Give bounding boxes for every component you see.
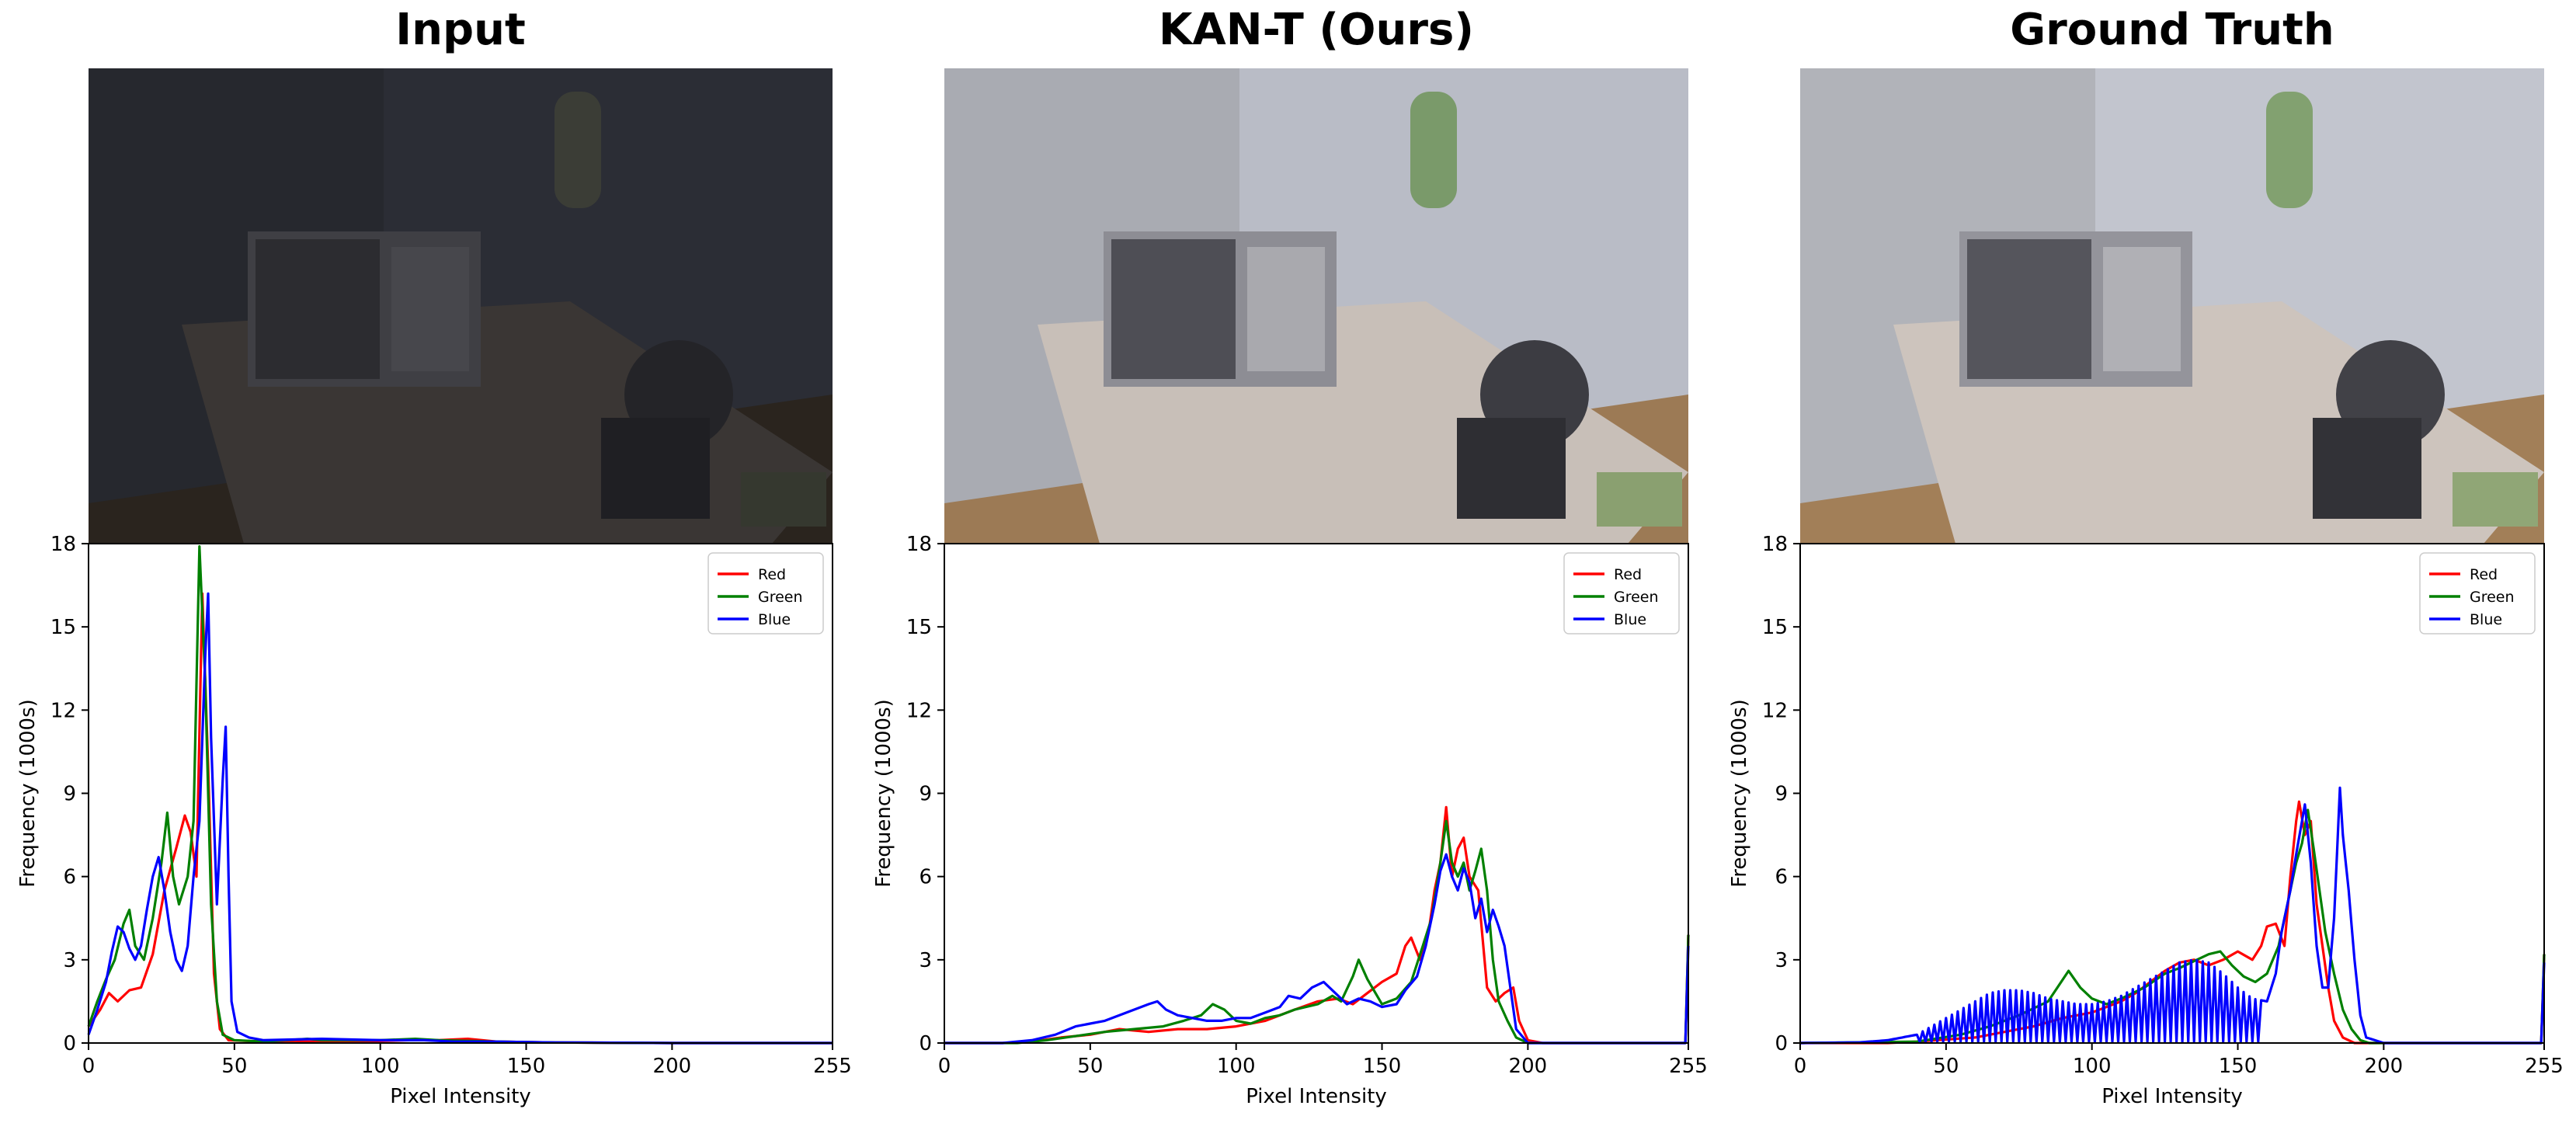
input-y-tick-label: 3: [63, 949, 76, 972]
ground-truth-x-tick-label: 100: [2073, 1055, 2112, 1078]
kan-t-series-red: [944, 805, 1690, 1045]
ground-truth-x-axis-label: Pixel Intensity: [2101, 1085, 2243, 1108]
ground-truth-y-axis-label: Frequency (1000s): [1728, 699, 1751, 888]
input-series-green: [87, 545, 833, 1045]
input-y-tick-label: 18: [50, 533, 76, 556]
input-x-tick-label: 100: [361, 1055, 400, 1078]
kan-t-x-tick-label: 50: [1077, 1055, 1103, 1078]
ground-truth-histogram: 0 50 100 150 200 255 0 3 6 9 12 15 18 Pixel Intensity…: [1728, 533, 2564, 1108]
kan-t-x-tick-label: 200: [1509, 1055, 1548, 1078]
input-x-tick-label: 255: [813, 1055, 852, 1078]
input-legend-label-red: Red: [758, 566, 786, 583]
input-y-tick-label: 15: [50, 616, 76, 639]
ground-truth-x-tick-label: 255: [2525, 1055, 2564, 1078]
kan-t-y-tick-label: 3: [919, 949, 932, 972]
ground-truth-legend-label-green: Green: [2470, 589, 2515, 606]
kan-t-x-tick-label: 100: [1217, 1055, 1256, 1078]
input-x-tick-label: 50: [221, 1055, 247, 1078]
ground-truth-y-tick-label: 15: [1762, 616, 1788, 639]
kan-t-y-tick-label: 6: [919, 866, 932, 889]
ground-truth-legend-label-blue: Blue: [2470, 611, 2502, 628]
input-y-tick-label: 12: [50, 699, 76, 722]
panel-title-kan-t: KAN-T (Ours): [1159, 5, 1474, 55]
kan-t-photo: [944, 68, 1688, 544]
kan-t-x-tick-label: 0: [938, 1055, 951, 1078]
input-y-tick-label: 9: [63, 783, 76, 806]
input-x-tick-label: 150: [507, 1055, 546, 1078]
input-legend-label-blue: Blue: [758, 611, 791, 628]
ground-truth-legend-label-red: Red: [2470, 566, 2498, 583]
panel-title-input: Input: [395, 5, 526, 55]
kan-t-y-tick-label: 15: [906, 616, 932, 639]
input-y-tick-label: 0: [63, 1032, 76, 1055]
input-histogram: 0 50 100 150 200 255 0 3 6 9 12 15 18 Pixel Intensity…: [16, 533, 852, 1108]
ground-truth-photo: [1800, 68, 2544, 544]
ground-truth-series-blue: [1800, 786, 2546, 1045]
ground-truth-series-green: [1799, 808, 2546, 1045]
kan-t-y-tick-label: 18: [906, 533, 932, 556]
ground-truth-y-tick-label: 3: [1775, 949, 1788, 972]
input-y-axis-label: Frequency (1000s): [16, 699, 40, 888]
ground-truth-y-tick-label: 12: [1762, 699, 1788, 722]
kan-t-series-green: [944, 819, 1690, 1045]
kan-t-y-tick-label: 9: [919, 783, 932, 806]
ground-truth-x-tick-label: 0: [1794, 1055, 1807, 1078]
input-series-blue: [87, 592, 833, 1045]
panel-title-ground-truth: Ground Truth: [2010, 5, 2334, 55]
input-y-tick-label: 6: [63, 866, 76, 889]
kan-t-legend-label-blue: Blue: [1614, 611, 1646, 628]
input-x-tick-label: 200: [653, 1055, 692, 1078]
ground-truth-x-tick-label: 50: [1933, 1055, 1959, 1078]
ground-truth-x-tick-label: 150: [2219, 1055, 2258, 1078]
kan-t-x-tick-label: 255: [1669, 1055, 1708, 1078]
kan-t-x-tick-label: 150: [1363, 1055, 1402, 1078]
kan-t-y-axis-label: Frequency (1000s): [872, 699, 895, 888]
input-x-tick-label: 0: [82, 1055, 96, 1078]
ground-truth-y-tick-label: 18: [1762, 533, 1788, 556]
kan-t-legend-label-red: Red: [1614, 566, 1642, 583]
input-legend-label-green: Green: [758, 589, 803, 606]
kan-t-y-tick-label: 12: [906, 699, 932, 722]
ground-truth-x-tick-label: 200: [2365, 1055, 2404, 1078]
kan-t-legend-label-green: Green: [1614, 589, 1659, 606]
ground-truth-y-tick-label: 9: [1775, 783, 1788, 806]
kan-t-series-blue: [944, 853, 1690, 1045]
kan-t-histogram: 0 50 100 150 200 255 0 3 6 9 12 15 18 Pixel Intensity…: [872, 533, 1708, 1108]
kan-t-y-tick-label: 0: [919, 1032, 932, 1055]
ground-truth-y-tick-label: 6: [1775, 866, 1788, 889]
ground-truth-y-tick-label: 0: [1775, 1032, 1788, 1055]
input-x-axis-label: Pixel Intensity: [390, 1085, 531, 1108]
input-photo: [89, 68, 833, 544]
kan-t-x-axis-label: Pixel Intensity: [1246, 1085, 1387, 1108]
